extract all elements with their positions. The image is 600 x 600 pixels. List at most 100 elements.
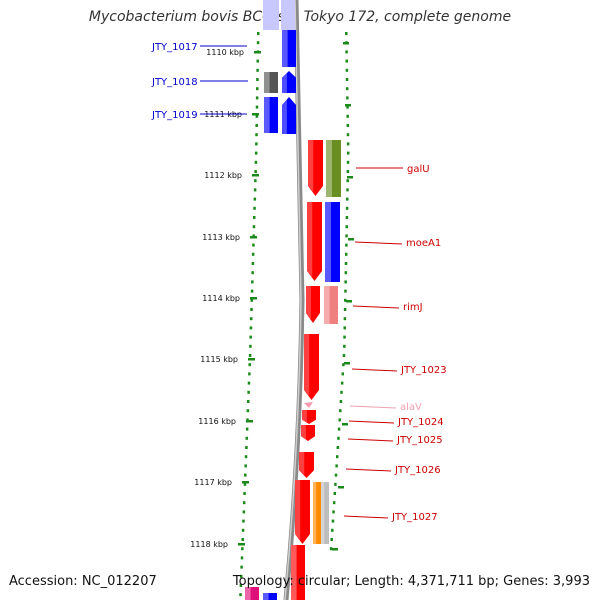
tick-mark xyxy=(252,113,259,116)
guide-dot xyxy=(346,160,350,164)
gene-label: galU xyxy=(407,164,430,175)
tick-label: 1110 kbp xyxy=(206,48,244,57)
map-title: Mycobacterium bovis BCG str. Tokyo 172, … xyxy=(88,9,512,25)
guide-dot xyxy=(343,335,346,339)
guide-dot xyxy=(330,538,333,541)
tick-mark xyxy=(252,174,259,177)
guide-dot xyxy=(345,216,349,219)
guide-dot xyxy=(248,372,251,376)
guide-dot xyxy=(253,188,257,192)
guide-dot xyxy=(345,206,349,210)
guide-dot xyxy=(344,262,348,265)
tick-mark xyxy=(343,42,349,45)
leader-line xyxy=(348,420,395,424)
guide-dot xyxy=(256,41,260,45)
guide-dot xyxy=(346,179,349,183)
guide-dot xyxy=(245,436,249,440)
guide-dot xyxy=(339,409,342,413)
tick-mark xyxy=(345,104,351,107)
guide-dot xyxy=(251,252,255,256)
leader-line xyxy=(349,405,397,409)
gene-label: alaV xyxy=(400,402,422,413)
accession-text: Accession: NC_012207 xyxy=(9,574,157,589)
guide-dot xyxy=(345,234,348,238)
gene-label: JTY_1026 xyxy=(394,465,441,476)
guide-dot xyxy=(251,262,255,265)
topology-text: Topology: circular; Length: 4,371,711 bp… xyxy=(232,574,590,589)
gene-label: JTY_1018 xyxy=(151,77,198,88)
gene-label: JTY_1027 xyxy=(391,512,438,523)
footer: Accession: NC_012207 Topology: circular;… xyxy=(0,574,600,594)
gene-label: JTY_1019 xyxy=(151,110,198,121)
guide-dot xyxy=(344,289,347,293)
tick-mark xyxy=(242,481,249,484)
gene-block xyxy=(324,286,338,324)
tick-mark xyxy=(347,176,353,179)
tick-mark xyxy=(246,420,253,423)
guide-dot xyxy=(342,354,346,357)
guide-dot xyxy=(346,124,350,127)
guide-dot xyxy=(240,556,244,560)
tick-mark xyxy=(238,543,245,546)
guide-dot xyxy=(331,519,335,523)
leader-line xyxy=(345,468,392,472)
gene-arrow xyxy=(301,425,315,441)
gene-block xyxy=(263,593,277,600)
guide-dot xyxy=(252,243,255,247)
guide-dot xyxy=(254,170,257,173)
guide-dot xyxy=(241,538,244,541)
tick-label: 1118 kbp xyxy=(190,540,228,549)
guide-dot xyxy=(242,519,245,523)
guide-dot xyxy=(346,151,350,155)
guide-dot xyxy=(255,124,258,127)
gene-block xyxy=(263,0,279,30)
gene-label: JTY_1024 xyxy=(397,417,444,428)
guide-dot xyxy=(346,96,349,100)
guide-dot xyxy=(346,142,350,146)
guide-dot xyxy=(251,280,254,284)
guide-dot xyxy=(250,289,254,293)
guide-dot xyxy=(250,298,254,302)
gene-block xyxy=(281,0,295,30)
gene-block xyxy=(245,587,259,600)
guide-dot xyxy=(344,280,347,284)
guide-dot xyxy=(343,308,347,311)
guide-dot xyxy=(334,473,338,477)
guide-dot xyxy=(239,584,243,587)
guide-dot xyxy=(251,271,254,275)
gene-arrow xyxy=(304,402,313,408)
guide-dot xyxy=(252,234,255,238)
guide-dot xyxy=(243,482,247,486)
guide-dot xyxy=(337,427,341,431)
guide-dot xyxy=(346,188,349,192)
guide-dot xyxy=(244,473,247,477)
guide-dot xyxy=(334,482,337,486)
guide-dot xyxy=(254,160,258,164)
guide-dot xyxy=(249,326,253,330)
gene-arrow xyxy=(307,202,322,281)
guide-dot xyxy=(344,298,347,302)
tick-mark xyxy=(248,358,255,361)
guide-dot xyxy=(345,59,348,63)
tick-label: 1112 kbp xyxy=(204,171,242,180)
guide-dot xyxy=(241,528,245,532)
guide-dot xyxy=(242,501,246,505)
guide-dot xyxy=(256,78,259,81)
guide-dot xyxy=(255,133,258,137)
tick-mark xyxy=(348,238,354,241)
guide-dot xyxy=(256,87,259,91)
guide-dot xyxy=(245,446,248,449)
gene-features[interactable] xyxy=(245,0,341,600)
guide-dot xyxy=(343,344,346,348)
guide-dot xyxy=(256,32,260,35)
guide-dot xyxy=(346,105,349,109)
tick-label: 1113 kbp xyxy=(202,233,240,242)
tick-mark xyxy=(250,236,257,239)
tick-label: 1117 kbp xyxy=(194,478,232,487)
guide-dot xyxy=(345,32,348,35)
guide-dot xyxy=(253,216,256,219)
guide-dot xyxy=(340,390,343,394)
guide-dot xyxy=(254,179,257,183)
guide-dot xyxy=(256,59,260,63)
guide-dot xyxy=(240,574,243,578)
